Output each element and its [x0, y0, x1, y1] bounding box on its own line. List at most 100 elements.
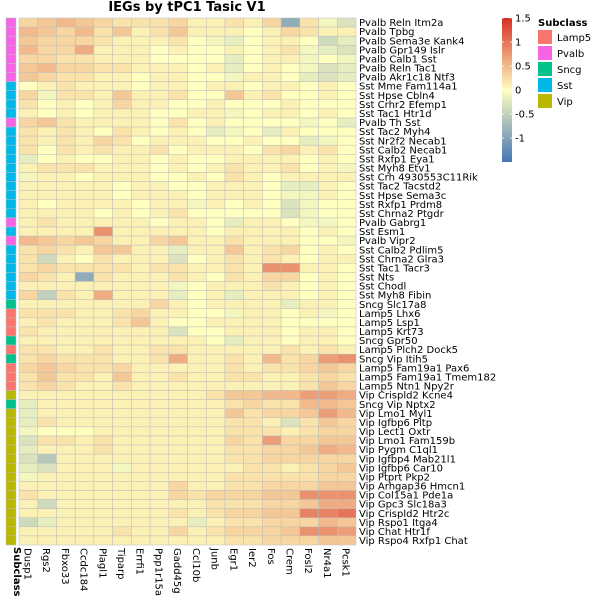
heatmap-cell [74, 17, 95, 28]
heatmap-cell [149, 472, 170, 482]
heatmap-cell [56, 417, 76, 428]
heatmap-cell [187, 526, 207, 537]
heatmap-cell [149, 526, 170, 537]
heatmap-cell [112, 453, 132, 464]
heatmap-cell [93, 253, 113, 264]
heatmap-cell [262, 54, 282, 64]
heatmap-cell [56, 54, 76, 64]
heatmap-cell [205, 390, 226, 400]
row-label: Vip Lmo1 Fam159b [359, 436, 455, 447]
subclass-cell [5, 26, 17, 37]
heatmap-cell [18, 108, 38, 119]
heatmap-cell [337, 462, 357, 473]
heatmap-cell [243, 172, 263, 182]
heatmap-cell [18, 90, 38, 101]
heatmap-cell [337, 144, 357, 155]
heatmap-cell [112, 235, 132, 246]
heatmap-cell [93, 499, 113, 509]
heatmap-cell [318, 472, 338, 482]
heatmap-cell [262, 399, 282, 409]
heatmap-cell [112, 417, 132, 428]
column-label: Fos [265, 548, 276, 565]
heatmap-cell [187, 481, 207, 491]
subclass-cell [5, 244, 17, 255]
heatmap-cell [187, 462, 207, 473]
heatmap-cell [280, 335, 301, 346]
heatmap-cell [112, 253, 132, 264]
subclass-cell [5, 126, 17, 137]
heatmap-cell [37, 126, 57, 137]
heatmap-cell [337, 26, 357, 37]
heatmap-cell [74, 208, 95, 219]
heatmap-cell [262, 172, 282, 182]
heatmap-cell [280, 208, 301, 219]
heatmap-cell [224, 281, 244, 291]
heatmap-cell [56, 108, 76, 119]
subclass-cell [5, 135, 17, 146]
heatmap-cell [74, 508, 95, 518]
heatmap-cell [74, 408, 95, 419]
heatmap-cell [205, 308, 226, 319]
subclass-cell [5, 235, 17, 246]
heatmap-cell [262, 199, 282, 210]
heatmap-cell [168, 263, 188, 273]
heatmap-cell [112, 326, 132, 337]
heatmap-cell [93, 308, 113, 319]
heatmap-cell [112, 281, 132, 291]
heatmap-cell [131, 444, 151, 455]
subclass-cell [5, 281, 17, 291]
heatmap-cell [262, 99, 282, 110]
heatmap-cell [74, 253, 95, 264]
heatmap-cell [318, 517, 338, 528]
subclass-cell [5, 272, 17, 282]
heatmap-cell [187, 517, 207, 528]
heatmap-cell [280, 244, 301, 255]
heatmap-cell [18, 272, 38, 282]
heatmap-cell [224, 226, 244, 237]
heatmap-cell [280, 172, 301, 182]
heatmap-cell [243, 253, 263, 264]
heatmap-cell [131, 26, 151, 37]
heatmap-cell [149, 535, 170, 546]
heatmap-cell [56, 181, 76, 191]
heatmap-cell [262, 435, 282, 446]
heatmap-cell [131, 499, 151, 509]
heatmap-cell [318, 163, 338, 173]
row-label: Sst Tac2 Tacstd2 [359, 182, 441, 193]
heatmap-cell [262, 163, 282, 173]
heatmap-cell [18, 335, 38, 346]
heatmap-cell [318, 444, 338, 455]
heatmap-cell [18, 490, 38, 500]
row-label: Sncg Vip Itih5 [359, 354, 428, 365]
heatmap-cell [18, 299, 38, 310]
heatmap-cell [318, 235, 338, 246]
heatmap-cell [112, 290, 132, 300]
heatmap-cell [299, 208, 319, 219]
heatmap-cell [224, 72, 244, 82]
heatmap-cell [337, 154, 357, 164]
heatmap-cell [131, 481, 151, 491]
heatmap-cell [262, 63, 282, 73]
legend-swatch [538, 46, 552, 60]
heatmap-cell [337, 481, 357, 491]
heatmap-cell [280, 181, 301, 191]
heatmap-cell [224, 453, 244, 464]
heatmap-cell [149, 299, 170, 310]
color-scale-bar: -1 -0.5 0 0.5 1 1.5 [502, 14, 535, 162]
heatmap-cell [131, 217, 151, 228]
heatmap-cell [18, 408, 38, 419]
subclass-cell [5, 172, 17, 182]
heatmap-cell [205, 72, 226, 82]
heatmap-cell [56, 335, 76, 346]
heatmap-cell [262, 81, 282, 91]
heatmap-cell [56, 399, 76, 409]
heatmap-cell [149, 417, 170, 428]
heatmap-cell [131, 408, 151, 419]
heatmap-cell [280, 81, 301, 91]
heatmap-cell [74, 217, 95, 228]
heatmap-cell [131, 326, 151, 337]
heatmap-cell [149, 308, 170, 319]
heatmap-cell [149, 517, 170, 528]
heatmap-cell [262, 226, 282, 237]
